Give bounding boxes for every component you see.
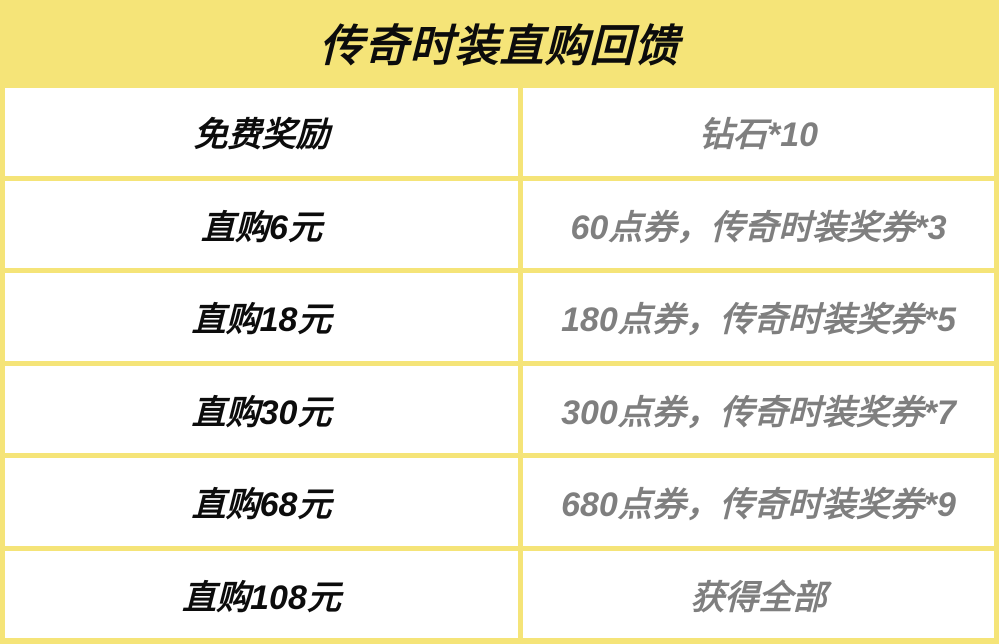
tier-cell: 直购108元: [5, 550, 518, 638]
reward-cell: 60点券，传奇时装奖券*3: [523, 180, 994, 268]
tier-cell: 免费奖励: [5, 88, 518, 176]
tier-cell: 直购30元: [5, 365, 518, 453]
reward-cell: 钻石*10: [523, 88, 994, 176]
table-title: 传奇时装直购回馈: [319, 21, 680, 71]
reward-cell: 获得全部: [523, 550, 994, 638]
reward-cell: 680点券，传奇时装奖券*9: [523, 458, 994, 546]
reward-cell: 300点券，传奇时装奖券*7: [523, 365, 994, 453]
table-header: 传奇时装直购回馈: [5, 0, 994, 83]
tier-cell: 直购18元: [5, 273, 518, 361]
reward-cell: 180点券，传奇时装奖券*5: [523, 273, 994, 361]
tier-cell: 直购6元: [5, 180, 518, 268]
tier-cell: 直购68元: [5, 458, 518, 546]
